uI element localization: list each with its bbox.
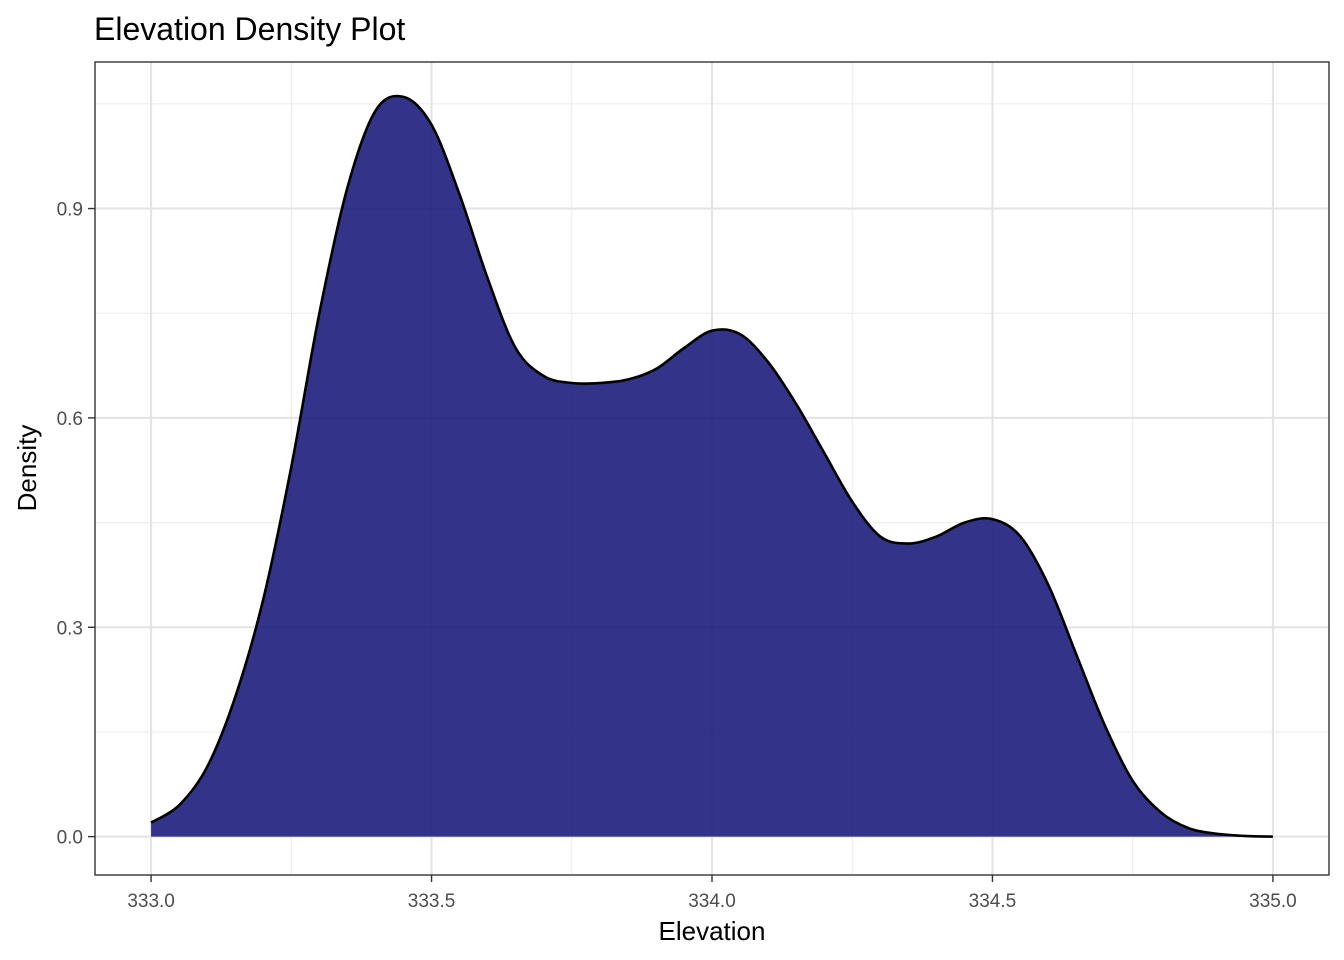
x-tick-label: 335.0	[1249, 891, 1297, 912]
x-axis-title: Elevation	[659, 916, 766, 946]
density-area	[151, 95, 1273, 837]
density-series	[150, 94, 1273, 838]
x-axis: 333.0 333.5 334.0 334.5 335.0	[127, 875, 1297, 912]
y-tick-label: 0.9	[57, 200, 83, 221]
chart-title: Elevation Density Plot	[94, 11, 405, 47]
x-tick-label: 333.0	[127, 891, 175, 912]
density-line	[150, 94, 1273, 838]
y-tick-label: 0.6	[57, 409, 83, 430]
x-tick-label: 334.5	[969, 891, 1017, 912]
x-tick-label: 333.5	[408, 891, 456, 912]
x-tick-label: 334.0	[688, 891, 736, 912]
y-tick-label: 0.3	[57, 618, 83, 639]
y-axis: 0.0 0.3 0.6 0.9	[57, 200, 95, 849]
y-tick-label: 0.0	[57, 828, 83, 849]
y-axis-title: Density	[12, 425, 42, 512]
